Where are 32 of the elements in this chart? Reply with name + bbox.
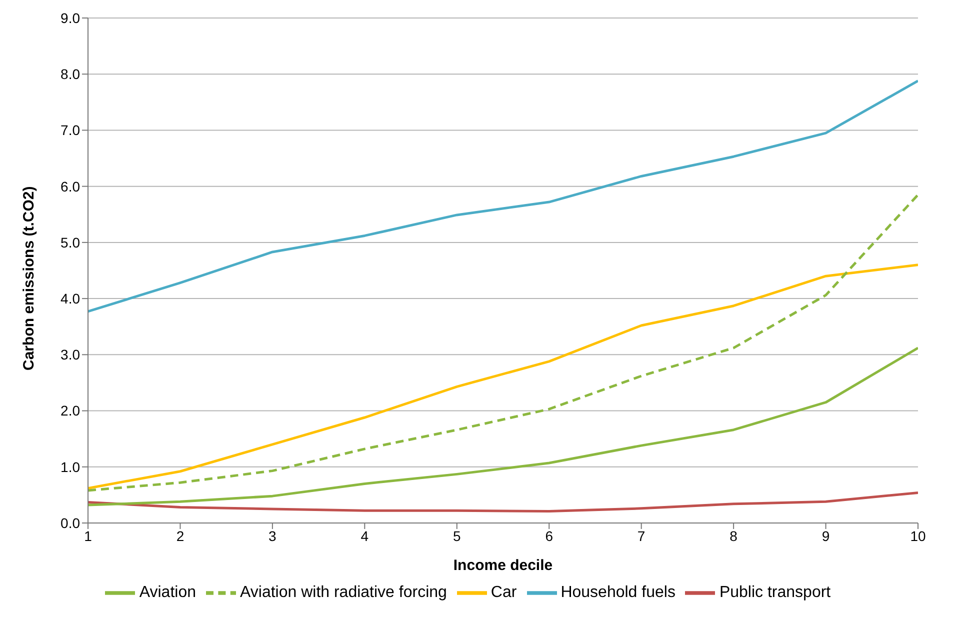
y-tick-label: 2.0	[60, 402, 80, 419]
x-tick-label: 10	[910, 528, 926, 544]
y-tick-label: 7.0	[60, 122, 80, 138]
legend-label: Car	[490, 584, 517, 602]
legend-label: Household fuels	[560, 584, 676, 602]
x-tick-label: 3	[268, 528, 277, 544]
legend-label: Public transport	[719, 584, 831, 602]
y-tick-label: 4.0	[60, 290, 80, 307]
legend-label: Aviation	[139, 584, 196, 602]
y-tick-label: 8.0	[60, 66, 80, 82]
y-tick-label: 6.0	[60, 178, 80, 194]
x-tick-label: 4	[360, 528, 369, 544]
x-tick-label: 5	[452, 528, 461, 544]
x-tick-label: 9	[822, 528, 830, 544]
line-series	[88, 194, 918, 492]
x-tick-label: 6	[545, 528, 554, 544]
line-series	[88, 264, 918, 490]
x-tick-label: 7	[637, 528, 646, 544]
x-tick-label: 2	[176, 528, 184, 544]
y-axis-title: Carbon emissions (t.CO2)	[20, 186, 38, 370]
y-tick-label: 5.0	[60, 234, 80, 250]
y-tick-label: 9.0	[60, 10, 80, 26]
line-series	[88, 346, 918, 506]
x-tick-label: 8	[730, 528, 738, 544]
y-tick-label: 1.0	[60, 458, 80, 475]
x-axis-title: Income decile	[453, 557, 553, 574]
line-series	[88, 491, 918, 512]
legend-label: Aviation with radiative forcing	[240, 584, 447, 602]
x-tick-label: 1	[84, 528, 92, 544]
line-series	[88, 80, 918, 313]
y-tick-label: 3.0	[60, 346, 80, 363]
y-tick-label: 0.0	[60, 514, 80, 531]
